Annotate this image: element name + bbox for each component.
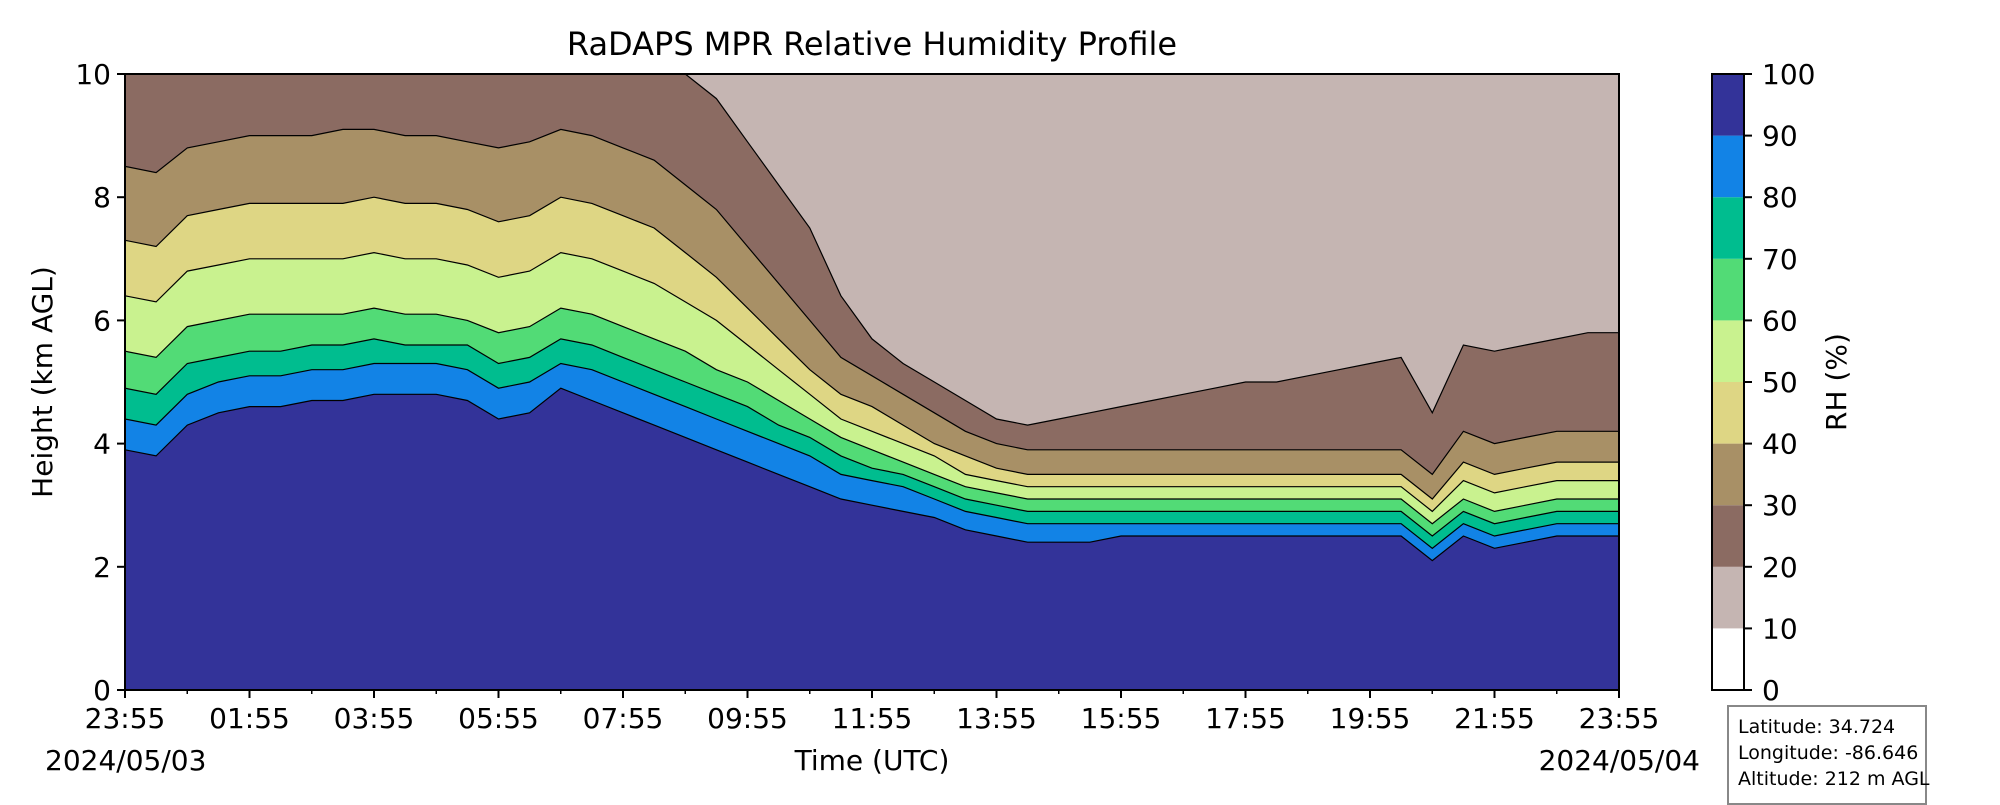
x-tick-label: 03:55 — [334, 702, 415, 735]
colorbar-tick-label: 100 — [1762, 58, 1815, 91]
longitude-text: Longitude: -86.646 — [1738, 742, 1919, 764]
x-tick-label: 09:55 — [707, 702, 788, 735]
contour-line-rh-30 — [125, 128, 1619, 476]
x-tick-label: 13:55 — [956, 702, 1037, 735]
y-tick-label: 8 — [93, 181, 111, 214]
x-tick-label: 15:55 — [1081, 702, 1162, 735]
colorbar-tick-label: 10 — [1762, 612, 1798, 645]
contour-line-rh-80 — [125, 362, 1619, 550]
colorbar-segment-50-60 — [1712, 320, 1744, 382]
x-tick-label: 01:55 — [209, 702, 290, 735]
start-date-label: 2024/05/03 — [45, 744, 206, 777]
y-tick-label: 2 — [93, 551, 111, 584]
x-tick-label: 19:55 — [1330, 702, 1411, 735]
x-axis-label: Time (UTC) — [794, 744, 950, 777]
y-tick-label: 10 — [75, 58, 111, 91]
contour-line-rh-50 — [125, 251, 1619, 513]
station-info-box: Latitude: 34.724 Longitude: -86.646 Alti… — [1727, 705, 1930, 805]
colorbar-segment-90-100 — [1712, 74, 1744, 136]
x-tick-label: 21:55 — [1454, 702, 1535, 735]
colorbar-tick-label: 80 — [1762, 181, 1798, 214]
end-date-label: 2024/05/04 — [1539, 744, 1700, 777]
colorbar — [1712, 74, 1744, 690]
colorbar-segment-60-70 — [1712, 258, 1744, 321]
contour-line-rh-20 — [125, 74, 1619, 426]
colorbar-segment-30-40 — [1712, 443, 1744, 506]
colorbar-tick-label: 50 — [1762, 366, 1798, 399]
x-tick-label: 05:55 — [458, 702, 539, 735]
y-tick-label: 6 — [93, 304, 111, 337]
colorbar-segment-0-10 — [1712, 628, 1744, 690]
colorbar-tick-label: 60 — [1762, 304, 1798, 337]
colorbar-tick-label: 40 — [1762, 428, 1798, 461]
rh-band-10-20 — [125, 74, 1619, 426]
y-tick-label: 4 — [93, 428, 111, 461]
colorbar-segment-20-30 — [1712, 505, 1744, 567]
x-tick-label: 23:55 — [85, 702, 166, 735]
plot-area — [125, 74, 1619, 690]
colorbar-segment-40-50 — [1712, 382, 1744, 444]
colorbar-segment-70-80 — [1712, 197, 1744, 259]
colorbar-tick-label: 0 — [1762, 674, 1780, 707]
contour-line-rh-90 — [125, 387, 1619, 562]
latitude-text: Latitude: 34.724 — [1738, 716, 1896, 738]
x-axis: 23:55 01:55 03:55 05:55 07:55 09:55 11:55 13:55… — [85, 690, 1660, 735]
colorbar-tick-label: 20 — [1762, 551, 1798, 584]
y-tick-label: 0 — [93, 674, 111, 707]
chart-title: RaDAPS MPR Relative Humidity Profile — [567, 25, 1177, 63]
y-axis-label: Height (km AGL) — [26, 266, 59, 498]
x-tick-label: 11:55 — [832, 702, 913, 735]
altitude-text: Altitude: 212 m AGL — [1738, 768, 1930, 790]
colorbar-ticks: 0 10 20 30 40 50 60 70 80 90 100 — [1744, 58, 1815, 707]
contour-line-rh-60 — [125, 307, 1619, 525]
colorbar-tick-label: 70 — [1762, 243, 1798, 276]
colorbar-segment-10-20 — [1712, 566, 1744, 629]
x-tick-label: 17:55 — [1205, 702, 1286, 735]
y-axis: 0 2 4 6 8 10 — [75, 58, 125, 707]
contour-line-rh-70 — [125, 338, 1619, 537]
x-tick-label: 07:55 — [583, 702, 664, 735]
colorbar-label: RH (%) — [1820, 333, 1853, 431]
colorbar-segment-80-90 — [1712, 135, 1744, 198]
contour-line-rh-40 — [125, 196, 1619, 500]
contour-lines — [125, 74, 1619, 562]
x-tick-label: 23:55 — [1579, 702, 1660, 735]
colorbar-tick-label: 90 — [1762, 120, 1798, 153]
colorbar-tick-label: 30 — [1762, 489, 1798, 522]
